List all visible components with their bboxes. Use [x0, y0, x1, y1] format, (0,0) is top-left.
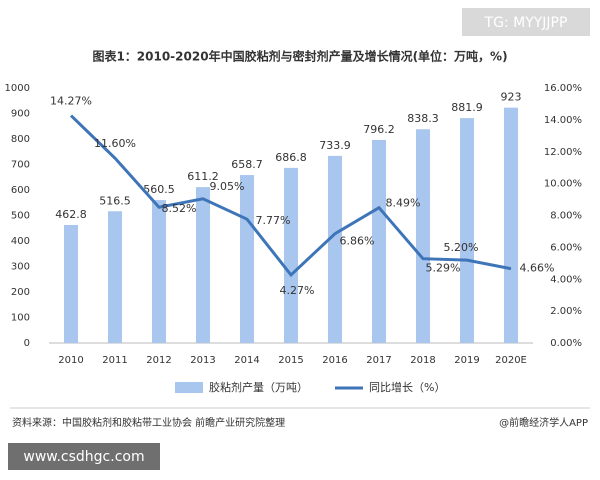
- x-tick-label: 2016: [322, 355, 347, 366]
- bar: [240, 175, 254, 343]
- x-tick-label: 2019: [454, 355, 479, 366]
- bar-value-label: 686.8: [275, 151, 307, 164]
- bar: [152, 200, 166, 343]
- source: 资料来源：中国胶粘剂和胶粘带工业协会 前瞻产业研究院整理: [12, 416, 285, 429]
- legend-swatch: [175, 382, 203, 393]
- credit: @前瞻经济学人APP: [499, 416, 588, 429]
- line-value-label: 9.05%: [210, 180, 245, 193]
- y-tick-label: 800: [11, 134, 30, 145]
- line-value-label: 7.77%: [256, 214, 291, 227]
- tag-text: TG: MYYJJPP: [484, 15, 568, 31]
- url-box: [8, 443, 160, 470]
- x-tick-label: 2011: [102, 355, 127, 366]
- y-tick-label: 300: [11, 262, 30, 273]
- y2-tick-label: 4.00%: [550, 274, 582, 285]
- bar: [372, 139, 386, 343]
- y-tick-label: 0: [24, 338, 30, 349]
- bar: [284, 167, 298, 343]
- y2-tick-label: 6.00%: [550, 242, 582, 253]
- line-value-label: 5.20%: [444, 241, 479, 254]
- bar-value-label: 658.7: [231, 158, 263, 171]
- tag-box: [462, 8, 590, 36]
- y2-tick-label: 8.00%: [550, 211, 582, 222]
- bar: [108, 211, 122, 343]
- bar: [460, 118, 474, 343]
- x-tick-label: 2014: [234, 355, 259, 366]
- bar-value-label: 516.5: [99, 194, 131, 207]
- y2-tick-label: 16.00%: [544, 83, 582, 94]
- bar: [196, 187, 210, 343]
- bar-value-label: 796.2: [363, 123, 395, 136]
- bar-value-label: 611.2: [187, 170, 219, 183]
- y-tick-label: 600: [11, 185, 30, 196]
- line-value-label: 4.27%: [280, 284, 315, 297]
- x-tick-label: 2013: [190, 355, 215, 366]
- bar-value-label: 923: [501, 91, 522, 104]
- line-value-label: 8.49%: [386, 197, 421, 210]
- y-tick-label: 100: [11, 313, 30, 324]
- y2-tick-label: 10.00%: [544, 179, 582, 190]
- y-tick-label: 1000: [5, 83, 30, 94]
- growth-line: [69, 114, 512, 278]
- x-tick-label: 2017: [366, 355, 391, 366]
- line-value-label: 4.66%: [520, 262, 555, 275]
- bar-value-label: 462.8: [55, 208, 87, 221]
- x-tick-label: 2012: [146, 355, 171, 366]
- x-tick-label: 2020E: [495, 355, 527, 366]
- line-value-label: 8.52%: [162, 202, 197, 215]
- y2-tick-label: 2.00%: [550, 306, 582, 317]
- bar: [504, 107, 518, 343]
- bar: [416, 129, 430, 343]
- legend-label: 同比增长（%）: [369, 380, 445, 394]
- y-tick-label: 700: [11, 160, 30, 171]
- x-tick-label: 2010: [58, 355, 83, 366]
- bar: [328, 155, 342, 343]
- bar-value-label: 838.3: [407, 112, 439, 125]
- x-tick-label: 2018: [410, 355, 435, 366]
- y2-tick-label: 12.00%: [544, 147, 582, 158]
- y2-tick-label: 0.00%: [550, 338, 582, 349]
- chart-title: 图表1：2010-2020年中国胶粘剂与密封剂产量及增长情况(单位：万吨，%): [92, 49, 507, 64]
- y-tick-label: 500: [11, 211, 30, 222]
- y-tick-label: 900: [11, 109, 30, 120]
- line-value-label: 11.60%: [94, 137, 136, 150]
- line-value-label: 14.27%: [50, 95, 92, 108]
- y-tick-label: 400: [11, 236, 30, 247]
- bar-value-label: 881.9: [451, 101, 483, 114]
- bar-value-label: 733.9: [319, 139, 351, 152]
- x-tick-label: 2015: [278, 355, 303, 366]
- line-value-label: 5.29%: [426, 262, 461, 275]
- url-text: www.csdhgc.com: [23, 449, 144, 465]
- legend-label: 胶粘剂产量（万吨）: [209, 380, 308, 394]
- y-tick-label: 200: [11, 287, 30, 298]
- bar-value-label: 560.5: [143, 183, 175, 196]
- y2-tick-label: 14.00%: [544, 115, 582, 126]
- line-value-label: 6.86%: [340, 235, 375, 248]
- bar: [64, 224, 78, 343]
